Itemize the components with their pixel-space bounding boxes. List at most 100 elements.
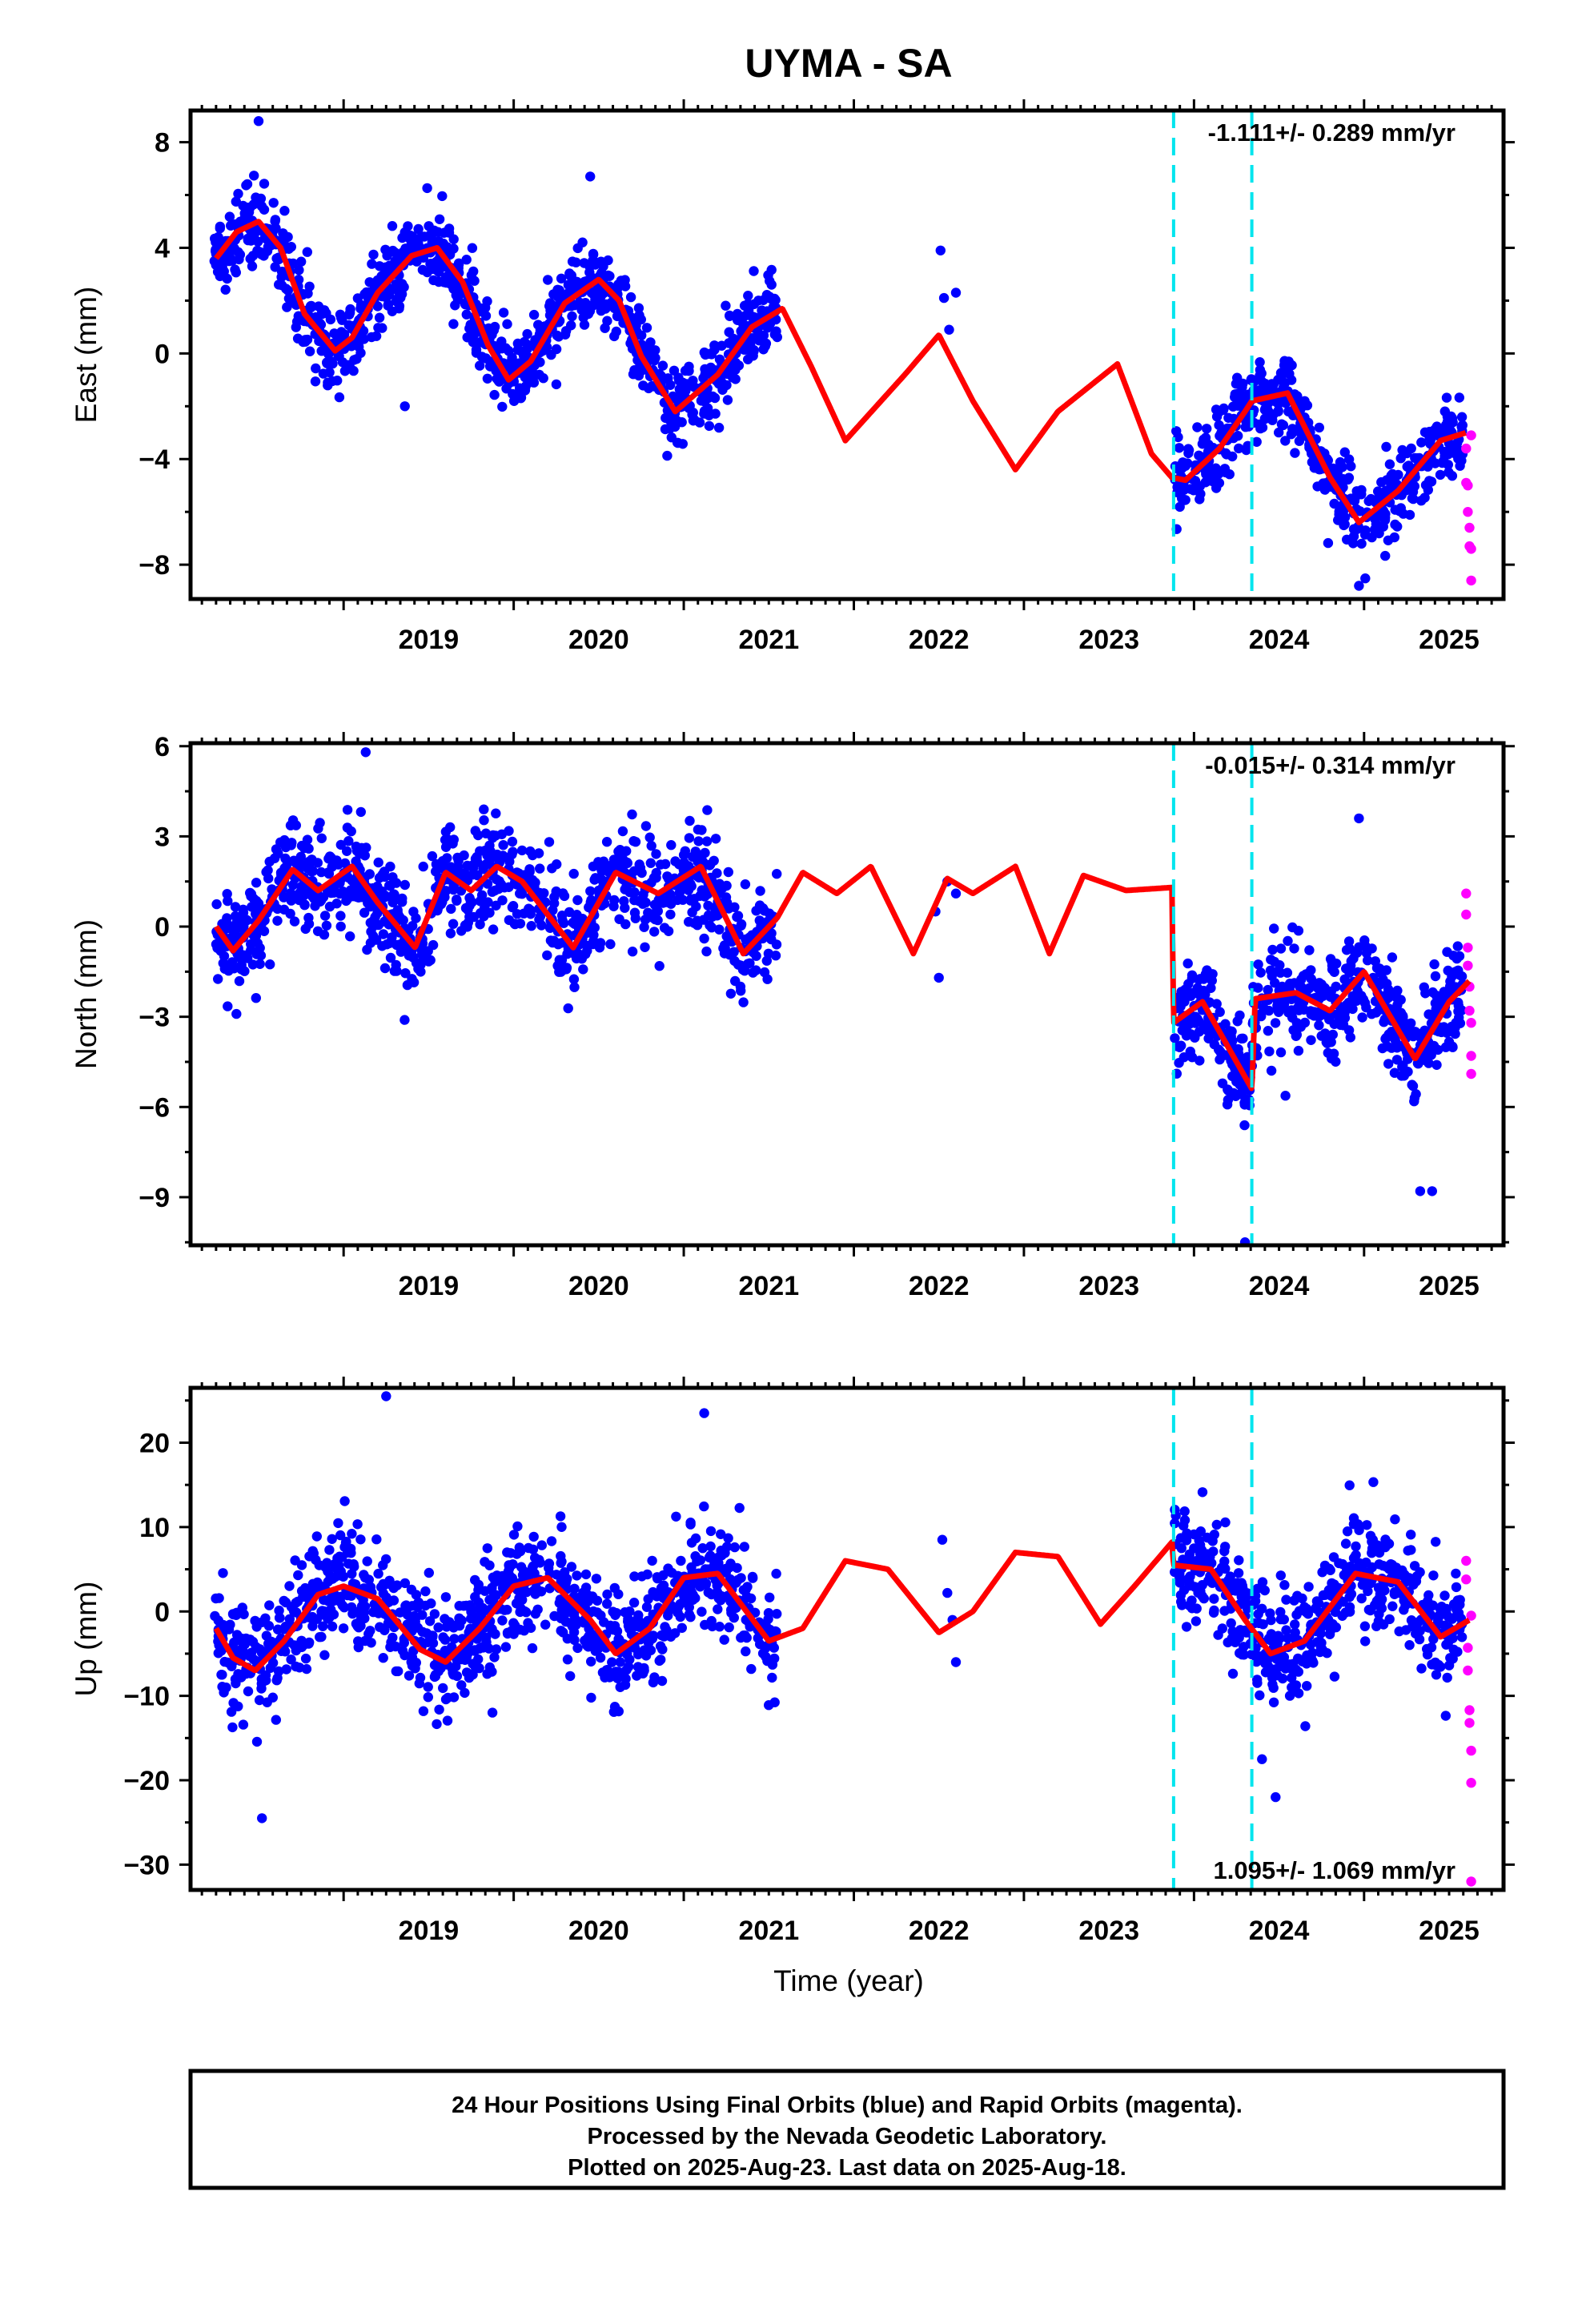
north-final-orbit-point — [630, 913, 640, 923]
north-final-orbit-point — [1194, 1027, 1205, 1037]
north-final-orbit-point — [516, 889, 528, 899]
east-final-orbit-point — [1339, 447, 1351, 457]
east-final-orbit-point — [501, 384, 512, 394]
up-final-orbit-point — [706, 1615, 717, 1626]
east-final-orbit-point — [1255, 423, 1266, 434]
up-final-orbit-point — [352, 1519, 363, 1530]
north-final-orbit-point — [1321, 1037, 1331, 1047]
north-final-orbit-point — [1292, 1003, 1303, 1014]
east-x-tick-label: 2024 — [1249, 625, 1310, 655]
east-final-orbit-point — [657, 360, 669, 371]
east-final-orbit-point — [638, 380, 648, 391]
up-final-orbit-point — [528, 1586, 539, 1596]
north-final-orbit-point — [569, 982, 580, 992]
east-final-orbit-point — [1407, 487, 1419, 497]
east-final-orbit-point — [403, 221, 413, 231]
east-final-orbit-point — [215, 223, 225, 234]
north-final-orbit-point — [1427, 987, 1438, 998]
north-final-orbit-point — [655, 859, 666, 870]
up-final-orbit-point — [362, 1556, 372, 1566]
east-final-orbit-point — [322, 358, 332, 368]
north-final-orbit-point — [1357, 1012, 1367, 1023]
north-final-orbit-point — [479, 814, 489, 826]
up-final-orbit-point — [1340, 1538, 1351, 1549]
north-final-orbit-point — [770, 951, 781, 961]
north-final-orbit-point — [1403, 1024, 1413, 1035]
north-final-orbit-point — [287, 815, 299, 826]
east-x-tick-label: 2019 — [399, 625, 460, 655]
east-final-orbit-point — [352, 293, 363, 304]
east-final-orbit-point — [1309, 463, 1320, 473]
up-final-orbit-point — [1365, 1605, 1375, 1616]
north-final-orbit-point — [285, 908, 295, 919]
up-final-orbit-point — [1409, 1561, 1420, 1571]
east-final-orbit-point — [1319, 478, 1331, 489]
east-final-orbit-point — [482, 373, 493, 384]
east-final-orbit-point — [709, 340, 720, 351]
up-final-orbit-point — [1359, 1621, 1371, 1631]
east-final-orbit-point — [749, 266, 759, 276]
up-final-orbit-point — [1269, 1664, 1279, 1675]
up-final-orbit-point — [1176, 1543, 1187, 1554]
east-final-orbit-point — [343, 320, 354, 331]
north-final-orbit-point — [622, 857, 632, 868]
north-final-orbit-point — [462, 860, 472, 871]
east-final-orbit-point — [1446, 411, 1456, 422]
up-final-orbit-point — [765, 1592, 775, 1603]
north-final-orbit-point — [771, 939, 782, 950]
north-final-orbit-point — [1429, 959, 1439, 970]
east-rapid-orbit-point — [1466, 430, 1476, 440]
up-final-orbit-point — [695, 1555, 705, 1566]
up-final-orbit-point — [695, 1582, 705, 1592]
up-final-orbit-point — [536, 1540, 547, 1550]
up-final-orbit-point — [519, 1626, 529, 1636]
up-final-orbit-point — [656, 1675, 668, 1687]
east-final-orbit-point — [1279, 356, 1290, 366]
north-final-orbit-point — [261, 866, 271, 878]
north-final-orbit-point — [735, 981, 746, 992]
east-rapid-orbit-point — [1463, 507, 1473, 517]
up-final-orbit-point — [1234, 1555, 1244, 1566]
north-final-orbit-point — [239, 966, 250, 976]
up-final-orbit-point — [1324, 1629, 1335, 1640]
north-final-orbit-point — [446, 903, 456, 915]
east-final-orbit-point — [1234, 443, 1244, 454]
north-final-orbit-point — [272, 915, 283, 927]
up-final-orbit-point — [316, 1631, 327, 1642]
east-final-orbit-point — [1259, 413, 1271, 424]
north-final-orbit-point — [1283, 935, 1293, 947]
north-final-orbit-point — [1292, 1022, 1303, 1032]
north-final-orbit-point — [568, 868, 579, 879]
east-final-orbit-point — [215, 258, 225, 268]
up-final-orbit-point — [1428, 1570, 1439, 1581]
east-final-orbit-point — [373, 323, 383, 333]
east-final-orbit-point — [669, 421, 681, 432]
up-final-orbit-point — [671, 1511, 681, 1522]
east-final-orbit-point — [647, 380, 657, 392]
east-final-orbit-point — [480, 353, 492, 364]
north-final-orbit-point — [553, 939, 564, 950]
up-final-orbit-point — [1455, 1594, 1465, 1606]
north-final-orbit-point — [1293, 1045, 1304, 1056]
north-final-orbit-point — [333, 859, 343, 870]
north-final-orbit-point — [251, 993, 261, 1003]
east-final-orbit-point — [283, 243, 294, 254]
up-final-orbit-point — [427, 1632, 438, 1642]
north-rapid-orbit-point — [1463, 943, 1473, 953]
east-final-orbit-point — [1174, 443, 1185, 453]
east-final-orbit-point — [612, 283, 623, 294]
up-final-orbit-point — [1371, 1621, 1382, 1631]
east-final-orbit-point — [469, 275, 480, 286]
up-final-orbit-point — [647, 1633, 658, 1643]
north-final-orbit-point — [627, 809, 637, 820]
north-x-tick-label: 2025 — [1419, 1271, 1480, 1301]
north-final-orbit-point — [702, 805, 713, 815]
up-final-orbit-point — [1456, 1632, 1468, 1642]
east-final-orbit-point — [468, 266, 479, 277]
up-final-orbit-point — [1186, 1595, 1197, 1606]
north-final-orbit-point — [605, 939, 616, 950]
north-final-orbit-point — [551, 886, 561, 897]
north-final-orbit-point — [644, 832, 655, 842]
up-final-orbit-point — [607, 1657, 617, 1667]
north-final-orbit-point — [652, 915, 663, 926]
